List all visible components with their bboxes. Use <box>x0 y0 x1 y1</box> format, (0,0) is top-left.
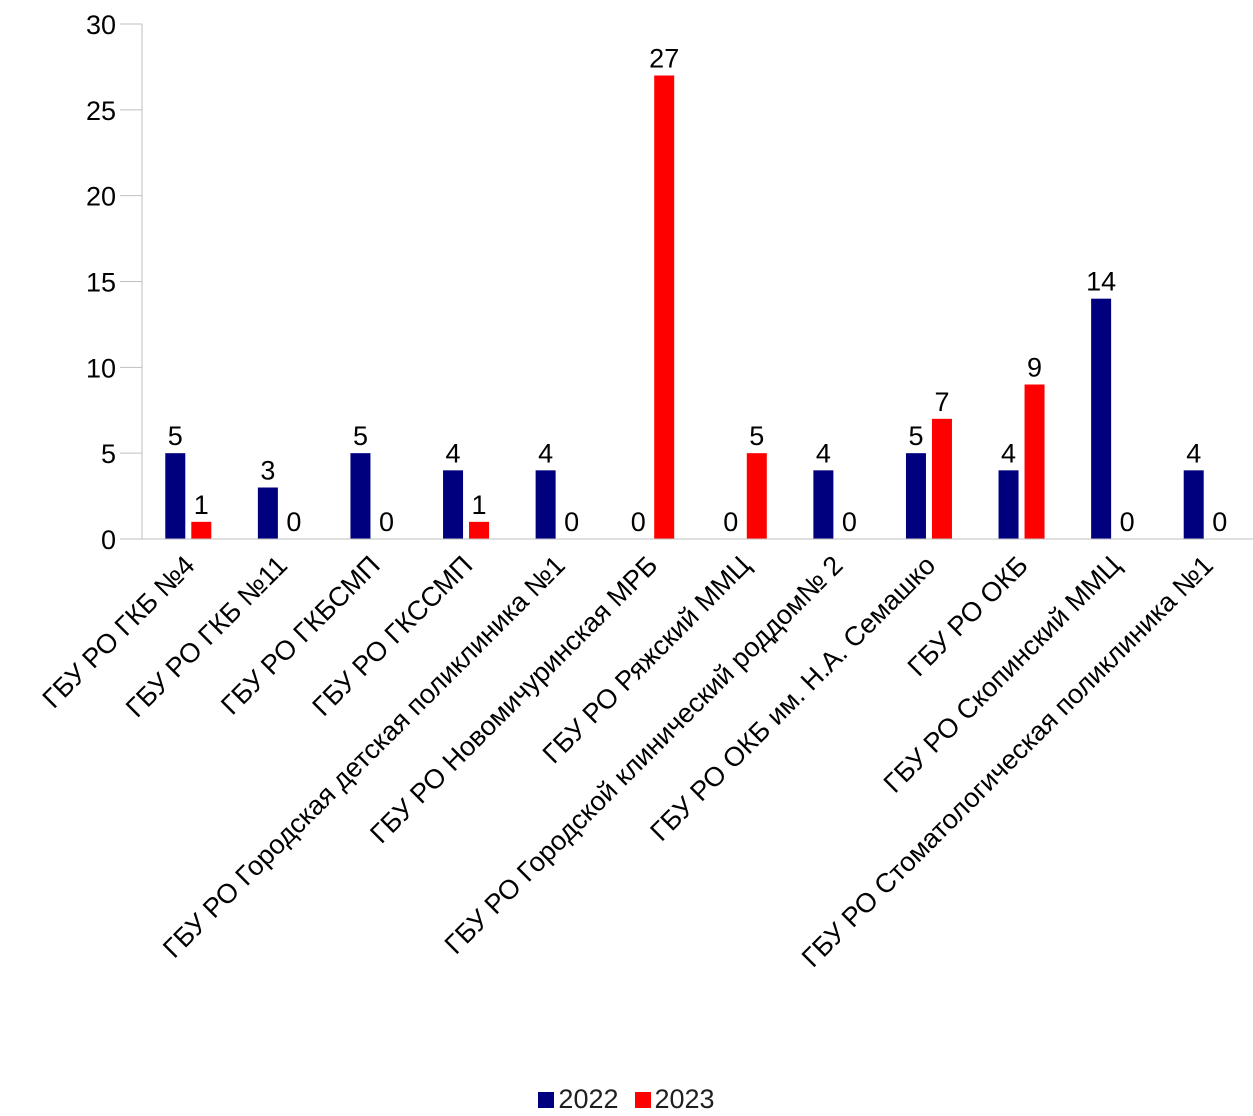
y-axis: 0 5 10 15 20 25 30 <box>86 10 143 555</box>
y-tick-label: 20 <box>86 182 116 212</box>
y-tick-label: 15 <box>86 268 116 298</box>
data-label-2022: 5 <box>353 421 368 451</box>
bar-2022 <box>257 487 278 539</box>
legend-item-2022: 2022 <box>538 1084 619 1115</box>
data-label-2023: 27 <box>649 44 679 74</box>
data-label-2022: 5 <box>908 421 923 451</box>
bar-2022 <box>813 470 834 539</box>
data-label-2023: 1 <box>194 490 209 520</box>
data-label-2023: 5 <box>749 421 764 451</box>
data-label-2023: 9 <box>1027 353 1042 383</box>
bar-2022 <box>1091 298 1112 539</box>
data-label-2022: 0 <box>723 507 738 537</box>
x-tick-label: ГБУ РО ГКБ №4 <box>37 550 201 714</box>
data-label-2023: 0 <box>1120 507 1135 537</box>
y-tick-label: 10 <box>86 353 116 383</box>
bar-2022 <box>350 453 371 539</box>
y-tick-label: 25 <box>86 96 116 126</box>
legend: 2022 2023 <box>0 1084 1253 1115</box>
data-label-2022: 4 <box>446 438 461 468</box>
bar-2022 <box>1183 470 1204 539</box>
legend-swatch-2023 <box>634 1091 651 1108</box>
bar-2023 <box>1024 384 1045 539</box>
x-tick-label: ГБУ РО ГКССМП <box>307 550 479 722</box>
legend-item-2023: 2023 <box>634 1084 715 1115</box>
legend-label-2023: 2023 <box>654 1084 715 1114</box>
data-label-2022: 5 <box>168 421 183 451</box>
legend-swatch-2022 <box>538 1091 555 1108</box>
bar-2023 <box>654 75 675 539</box>
bar-2022 <box>443 470 464 539</box>
y-tick-label: 0 <box>101 525 116 555</box>
data-label-2023: 0 <box>564 507 579 537</box>
data-label-2023: 1 <box>472 490 487 520</box>
data-label-2022: 4 <box>816 438 831 468</box>
data-label-2023: 0 <box>286 507 301 537</box>
bar-2023 <box>191 521 212 539</box>
bar-2023 <box>746 453 767 539</box>
bar-2022 <box>998 470 1019 539</box>
data-label-2023: 0 <box>379 507 394 537</box>
data-label-2022: 3 <box>260 456 275 486</box>
bar-2023 <box>469 521 490 539</box>
bar-2023 <box>931 418 952 539</box>
data-label-2022: 4 <box>1001 438 1016 468</box>
y-tick-label: 5 <box>101 439 116 469</box>
bar-2022 <box>905 453 926 539</box>
bar-2022 <box>535 470 556 539</box>
data-label-2022: 4 <box>1186 438 1201 468</box>
y-tick-label: 30 <box>86 10 116 40</box>
bar-2022 <box>165 453 186 539</box>
data-label-2022: 14 <box>1086 267 1116 297</box>
data-label-2023: 0 <box>842 507 857 537</box>
data-label-2022: 0 <box>631 507 646 537</box>
legend-label-2022: 2022 <box>558 1084 619 1114</box>
data-label-2023: 7 <box>934 387 949 417</box>
data-label-2023: 0 <box>1212 507 1227 537</box>
x-tick-label: ГБУ РО ГКБСМП <box>215 550 386 721</box>
x-tick-label: ГБУ РО ГКБ №11 <box>120 550 293 723</box>
data-label-2022: 4 <box>538 438 553 468</box>
